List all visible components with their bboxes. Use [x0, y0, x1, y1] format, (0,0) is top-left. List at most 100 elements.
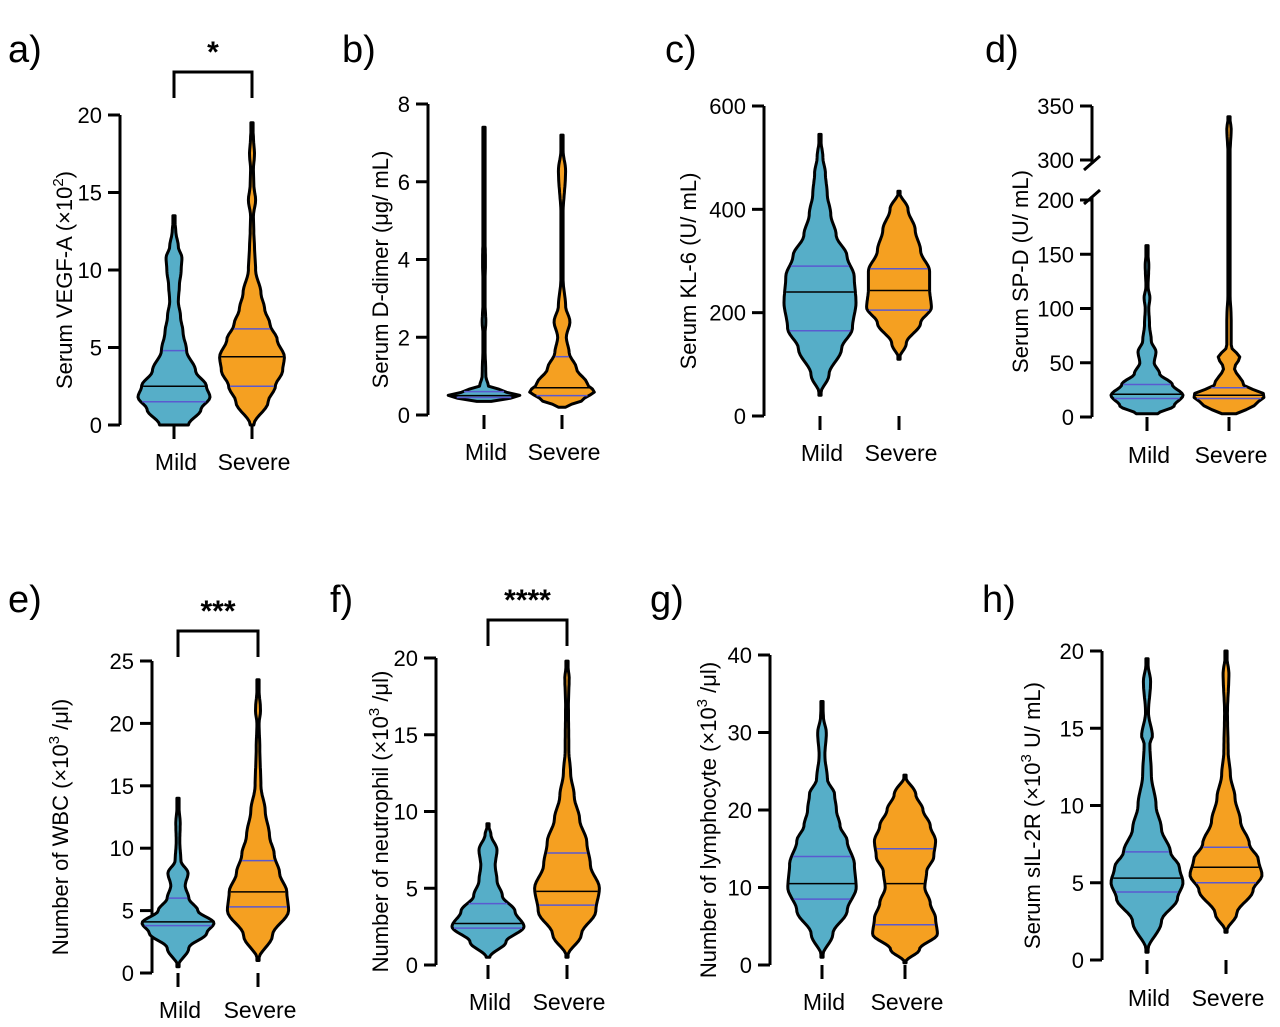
violin-severe	[528, 133, 596, 409]
violin-mild	[1109, 657, 1185, 954]
axis-break-mark	[1083, 188, 1101, 206]
y-tick-label: 6	[398, 170, 410, 195]
x-tick-label-mild: Mild	[1128, 442, 1170, 468]
y-axis-label-unit: U/ mL)	[1020, 682, 1045, 754]
chart-panel-e: e) 0 5 10 15 20 25 Mild Severe Number of WBC (×10…	[8, 579, 296, 1023]
significance-bracket	[486, 618, 569, 646]
significance-stars: ***	[200, 595, 235, 628]
y-axis-label: Number of neutrophil (×103 /μl)	[366, 671, 393, 973]
violin-mild	[1109, 244, 1185, 416]
x-tick-label-severe: Severe	[533, 989, 606, 1015]
y-tick-label: 600	[709, 94, 746, 119]
y-axis-label: Number of lymphocyte (×103 /μl)	[694, 662, 721, 978]
violin-severe	[533, 659, 601, 959]
violin-mild	[446, 125, 522, 403]
y-tick-label: 20	[728, 798, 752, 823]
chart-panel-h: h) 0 5 10 15 20 Mild Severe Serum sIL-2R (×103 U…	[982, 579, 1264, 1011]
y-tick-label: 10	[110, 836, 134, 861]
y-tick-label: 15	[394, 723, 418, 748]
y-axis-label-superscript: 3	[694, 699, 711, 707]
y-axis-label-text: Serum KL-6 (U/ mL)	[676, 173, 701, 370]
y-tick-label: 20	[110, 711, 134, 736]
x-tick-label-severe: Severe	[528, 439, 601, 465]
x-tick-label-mild: Mild	[469, 989, 511, 1015]
y-tick-label: 150	[1037, 242, 1074, 267]
y-axis-label: Serum VEGF-A (×102)	[50, 171, 77, 389]
y-axis-label-text: Number of neutrophil (×10	[368, 716, 393, 972]
y-axis-label: Serum KL-6 (U/ mL)	[676, 173, 701, 370]
y-tick-label: 200	[709, 301, 746, 326]
y-tick-label: 5	[406, 876, 418, 901]
y-tick-label: 40	[728, 643, 752, 668]
chart-panel-d: d) 0 50 100 150 200 300 350 Mild Severe Serum SP-D…	[985, 29, 1267, 468]
x-tick-label-mild: Mild	[803, 989, 845, 1015]
x-tick-label-mild: Mild	[465, 439, 507, 465]
y-tick-label: 4	[398, 248, 410, 273]
x-tick-label-severe: Severe	[871, 989, 944, 1015]
y-tick-label: 5	[122, 899, 134, 924]
x-tick-label-severe: Severe	[1192, 985, 1265, 1011]
y-tick-label: 0	[1072, 948, 1084, 973]
panel-letter: f)	[330, 579, 353, 621]
y-axis-label: Serum sIL-2R (×103 U/ mL)	[1018, 682, 1045, 949]
y-axis-label-text: Serum D-dimer (μg/ mL)	[368, 151, 393, 389]
y-tick-label: 0	[398, 403, 410, 428]
chart-panel-a: a) 0 5 10 15 20 Mild Severe Serum VEGF-A (×102) *	[8, 29, 290, 475]
chart-panel-g: g) 0 10 20 30 40 Mild Severe Number of lymphocyt…	[650, 579, 943, 1015]
y-tick-label: 15	[1060, 716, 1084, 741]
y-axis-label-text: Serum sIL-2R (×10	[1020, 763, 1045, 949]
panel-letter: d)	[985, 29, 1019, 71]
y-tick-label: 10	[394, 800, 418, 825]
y-tick-label: 25	[110, 649, 134, 674]
y-tick-label: 20	[78, 103, 102, 128]
y-tick-label: 0	[734, 404, 746, 429]
panel-letter: a)	[8, 29, 42, 71]
y-axis-label-unit: )	[52, 171, 77, 178]
y-tick-label: 200	[1037, 188, 1074, 213]
y-tick-label: 10	[78, 258, 102, 283]
violin-severe	[1188, 649, 1264, 934]
y-axis-label-superscript: 3	[1018, 754, 1035, 762]
y-axis-label: Number of WBC (×103 /μl)	[46, 699, 73, 955]
violin-severe	[225, 678, 291, 962]
x-tick-label-mild: Mild	[801, 440, 843, 466]
x-tick-label-severe: Severe	[218, 449, 291, 475]
y-tick-label: 0	[90, 413, 102, 438]
chart-panel-f: f) 0 5 10 15 20 Mild Severe Number of neutrophil…	[330, 579, 605, 1015]
violin-severe	[218, 121, 286, 427]
y-axis-label: Serum SP-D (U/ mL)	[1008, 170, 1033, 373]
x-tick-label-mild: Mild	[1128, 985, 1170, 1011]
y-tick-label: 15	[110, 774, 134, 799]
x-tick-label-severe: Severe	[224, 997, 297, 1023]
y-tick-label: 350	[1037, 94, 1074, 119]
y-tick-label: 0	[406, 953, 418, 978]
violin-mild	[786, 700, 858, 959]
y-tick-label: 100	[1037, 297, 1074, 322]
y-axis-label-unit: /μl)	[696, 662, 721, 699]
panel-letter: e)	[8, 579, 42, 621]
x-tick-label-severe: Severe	[1195, 442, 1268, 468]
chart-panel-c: c) 0 200 400 600 Mild Severe Serum KL-6 (U/ mL)	[665, 29, 937, 466]
y-tick-label: 0	[740, 953, 752, 978]
violin-severe	[865, 189, 933, 361]
y-tick-label: 5	[1072, 871, 1084, 896]
y-tick-label: 300	[1037, 148, 1074, 173]
violin-mild	[450, 822, 526, 959]
y-tick-label: 20	[394, 646, 418, 671]
violin-mild	[140, 796, 216, 969]
x-tick-label-mild: Mild	[159, 997, 201, 1023]
violin-severe	[1192, 115, 1266, 416]
significance-bracket	[176, 629, 260, 657]
y-tick-label: 50	[1050, 351, 1074, 376]
x-tick-label-mild: Mild	[155, 449, 197, 475]
chart-panel-b: b) 0 2 4 6 8 Mild Severe Serum D-dimer (μg/ mL)	[342, 29, 600, 465]
y-tick-label: 8	[398, 92, 410, 117]
y-tick-label: 30	[728, 721, 752, 746]
y-axis-label-text: Serum VEGF-A (×10	[52, 187, 77, 389]
significance-stars: *	[207, 36, 219, 69]
panel-letter: b)	[342, 29, 376, 71]
y-tick-label: 5	[90, 336, 102, 361]
y-axis-label-superscript: 3	[366, 708, 383, 716]
significance-stars: ****	[504, 584, 551, 617]
